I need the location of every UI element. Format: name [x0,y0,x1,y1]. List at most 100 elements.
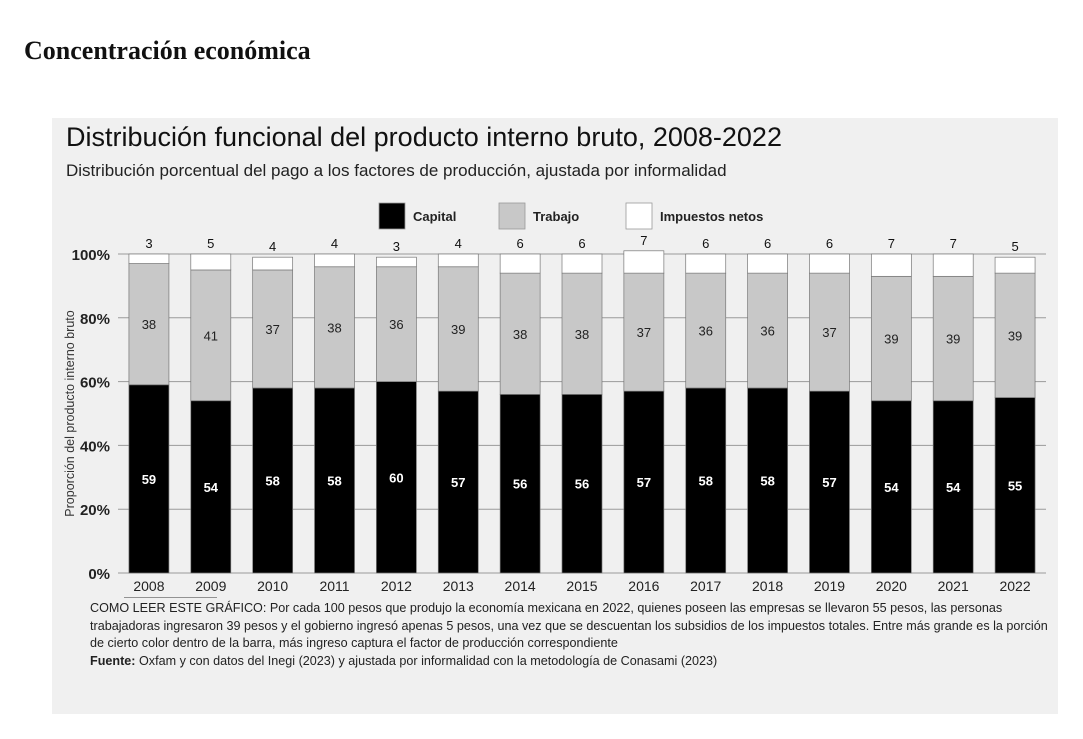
chart-notes: COMO LEER ESTE GRÁFICO: Por cada 100 pes… [90,600,1050,670]
x-tick-label: 2021 [938,578,969,594]
data-label: 54 [204,480,219,495]
y-tick-label: 100% [72,247,110,264]
data-label: 39 [451,322,465,337]
bar-trabajo [252,269,294,389]
bar-impuestos-netos [870,253,912,277]
legend-swatch-impuestos-netos [625,202,653,230]
bar-capital [190,400,232,574]
legend-label: Capital [413,209,456,224]
bar-impuestos-netos [437,253,479,268]
bar-impuestos-netos [747,253,788,274]
y-tick-label: 0% [88,566,110,583]
data-label: 58 [698,473,712,488]
x-tick-label: 2010 [257,578,288,594]
x-tick-label: 2019 [814,578,845,594]
x-tick-label: 2009 [195,578,226,594]
x-tick-label: 2011 [319,578,349,594]
data-label: 56 [513,477,527,492]
data-label: 38 [513,327,527,342]
data-label: 5 [207,236,214,251]
data-label: 3 [145,236,152,251]
legend-label: Trabajo [533,209,579,224]
data-label: 54 [884,480,899,495]
stacked-bar-chart: 0% 20% 40% 60% 80% 100% Proporción del product… [63,202,1046,598]
bar-trabajo [870,275,912,402]
x-tick-label: 2008 [133,578,164,594]
bar-trabajo [190,269,232,402]
bar-trabajo [685,272,727,389]
data-label: 57 [822,475,836,490]
x-tick-label: 2014 [505,578,536,594]
x-tick-label: 2016 [628,578,659,594]
x-tick-label: 2012 [381,578,412,594]
data-label: 6 [702,236,709,251]
bar-trabajo [747,272,788,389]
bar-capital [932,400,974,574]
bar-trabajo [499,272,541,395]
data-label: 6 [826,236,833,251]
bar-impuestos-netos [994,256,1036,274]
x-tick-label: 2020 [876,578,907,594]
bar-capital [809,390,850,574]
bar-capital [623,390,665,574]
data-label: 41 [204,328,218,343]
bar-capital [252,387,294,574]
bar-capital [376,381,417,574]
y-tick-label: 20% [80,502,110,519]
data-label: 39 [946,332,960,347]
data-label: 5 [1011,239,1018,254]
how-to-read-note: COMO LEER ESTE GRÁFICO: Por cada 100 pes… [90,601,1048,650]
data-label: 4 [269,239,276,254]
source-label: Fuente: [90,653,136,668]
bar-capital [314,387,355,574]
data-label: 57 [637,475,651,490]
bar-impuestos-netos [314,253,355,268]
data-label: 57 [451,475,465,490]
data-label: 7 [950,236,957,251]
bar-impuestos-netos [252,256,294,271]
bar-trabajo [623,272,665,392]
source-text: Oxfam y con datos del Inegi (2023) y aju… [138,653,718,668]
data-label: 38 [142,317,156,332]
chart-title: Distribución funcional del producto inte… [66,122,782,152]
bar-impuestos-netos [499,253,541,274]
data-label: 38 [327,320,341,335]
legend-swatch-capital [378,202,406,230]
data-label: 7 [888,236,895,251]
y-tick-label: 60% [80,375,110,392]
data-label: 7 [640,233,647,248]
bar-capital [994,397,1036,574]
bar-capital [437,390,479,574]
y-tick-label: 40% [80,438,110,455]
bar-trabajo [437,266,479,392]
chart-subtitle: Distribución porcentual del pago a los f… [66,161,727,180]
bar-impuestos-netos [932,253,974,277]
data-label: 39 [884,332,898,347]
data-label: 56 [575,477,589,492]
bar-capital [685,387,727,574]
data-label: 36 [760,324,774,339]
data-label: 59 [142,472,156,487]
data-label: 6 [517,236,524,251]
bar-impuestos-netos [685,253,727,274]
bar-trabajo [561,272,603,395]
legend-swatch-trabajo [498,202,526,230]
x-tick-label: 2017 [690,578,721,594]
y-axis-label: Proporción del producto interno bruto [63,310,77,516]
x-tick-label: 2018 [752,578,783,594]
data-label: 55 [1008,478,1022,493]
bar-impuestos-netos [376,256,417,268]
bar-capital [128,384,170,574]
data-label: 38 [575,327,589,342]
data-label: 4 [331,236,338,251]
data-label: 60 [389,470,403,485]
bar-trabajo [376,266,417,382]
bar-capital [870,400,912,574]
bar-capital [747,387,788,574]
chart-figure: Distribución funcional del producto inte… [52,118,1058,714]
x-tick-label: 2015 [566,578,597,594]
data-label: 58 [265,473,279,488]
bar-impuestos-netos [809,253,850,274]
source-note: Fuente: Oxfam y con datos del Inegi (202… [90,653,1050,671]
data-label: 37 [637,325,651,340]
